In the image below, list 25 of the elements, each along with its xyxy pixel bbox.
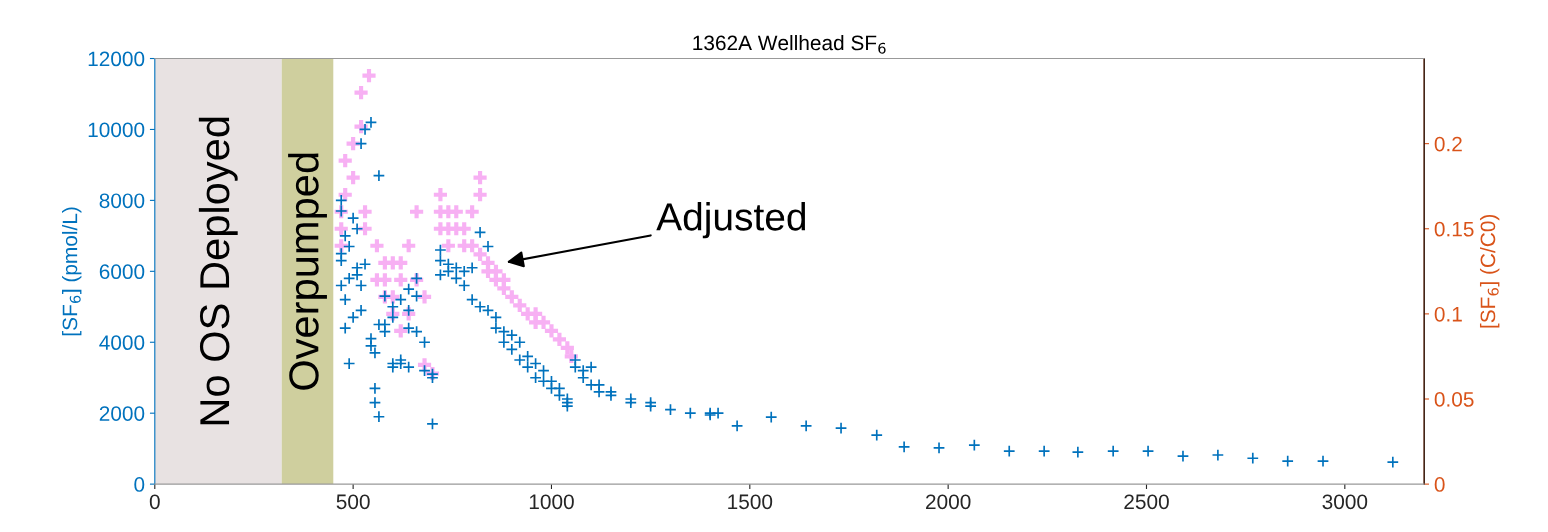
band-label: No OS Deployed: [198, 117, 238, 425]
x-tick-label: 1000: [529, 494, 574, 510]
y2-tick-label: 0.15: [1434, 221, 1474, 237]
y2-tick-label: 0.2: [1434, 136, 1462, 152]
chart-title: 1362A Wellhead SF$_{6}$: [693, 34, 886, 54]
x-tick-label: 2500: [1124, 494, 1169, 510]
y2-tick-label: 0: [1434, 477, 1445, 492]
y-tick-label: 8000: [99, 193, 145, 209]
y2-tick-label: 0.1: [1434, 306, 1462, 322]
x-tick-label: 0: [149, 494, 160, 510]
x-tick-label: 2000: [926, 494, 971, 510]
x-tick-label: 3000: [1322, 494, 1368, 510]
y-tick-label: 12000: [88, 51, 145, 67]
y-tick-label: 4000: [99, 335, 145, 351]
y2-axis-title: [SF$_{6}$] (C/C0): [1479, 214, 1500, 328]
y-tick-label: 0: [134, 477, 145, 492]
y-tick-label: 2000: [99, 406, 145, 421]
annotation: Adjusted: [656, 202, 806, 239]
x-tick-label: 1500: [728, 494, 773, 510]
y-tick-label: 10000: [88, 122, 145, 138]
y-tick-label: 6000: [99, 264, 145, 280]
y2-tick-label: 0.05: [1434, 392, 1474, 407]
x-tick-label: 500: [336, 494, 370, 510]
band-label: Overpumped: [288, 153, 327, 390]
y-axis-title: [SF$_{6}$] (pmol/L): [62, 207, 82, 336]
